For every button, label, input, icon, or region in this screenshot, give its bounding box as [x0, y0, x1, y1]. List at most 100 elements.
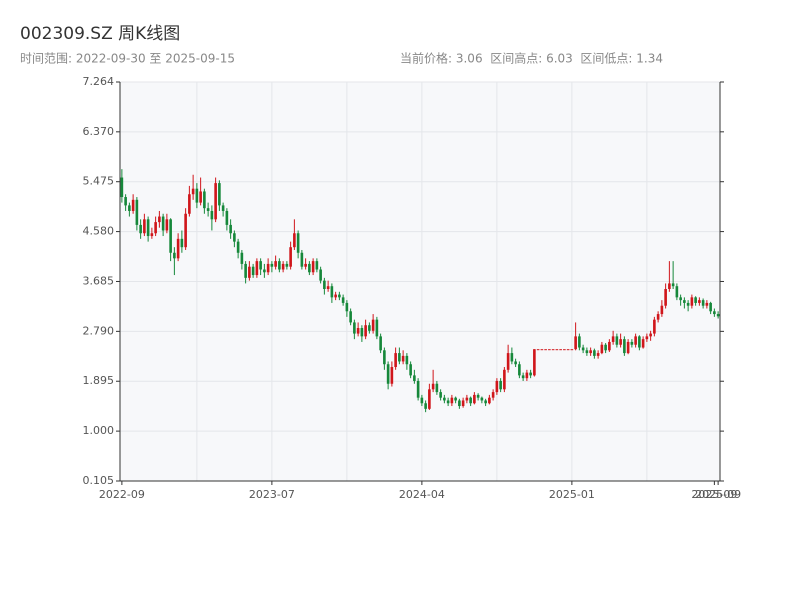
x-tick-label: 2025-01	[549, 488, 595, 501]
candle-body	[428, 389, 431, 409]
candle-body	[394, 353, 397, 368]
candle-body	[701, 300, 705, 306]
candle-body	[574, 336, 577, 350]
candle-body	[169, 219, 172, 253]
candle-body	[626, 341, 630, 354]
candle-body	[379, 336, 382, 351]
x-tick-label: 2025-09	[695, 488, 741, 501]
candle-body	[548, 349, 551, 351]
candle-body	[488, 397, 491, 404]
candle-body	[476, 394, 480, 398]
candle-body	[165, 219, 169, 231]
x-tick-label: 2024-04	[399, 488, 445, 501]
candle-body	[191, 188, 195, 195]
candle-body	[653, 319, 656, 334]
candle-body	[540, 349, 544, 351]
candle-body	[300, 252, 304, 267]
candle-body	[405, 355, 409, 365]
candle-body	[420, 397, 424, 404]
candle-body	[698, 300, 701, 303]
candle-body	[484, 400, 487, 404]
candle-body	[206, 208, 210, 211]
candle-body	[649, 333, 652, 337]
candle-body	[450, 397, 454, 404]
candle-body	[570, 349, 574, 351]
candle-body	[611, 336, 615, 342]
candle-body	[615, 336, 619, 345]
candle-body	[435, 383, 439, 393]
candle-body	[679, 297, 682, 301]
candle-body	[514, 361, 517, 365]
candle-body	[154, 222, 157, 234]
candle-body	[120, 177, 124, 198]
candle-body	[360, 328, 364, 337]
candle-body	[296, 233, 300, 253]
candle-body	[124, 197, 127, 206]
candle-body	[638, 336, 641, 348]
candle-body	[263, 269, 266, 273]
candle-body	[563, 349, 566, 351]
candle-body	[375, 319, 379, 337]
candle-body	[675, 286, 679, 298]
candle-body	[544, 349, 547, 351]
candle-body	[233, 233, 236, 242]
candle-body	[255, 261, 259, 276]
x-tick-label: 2023-07	[249, 488, 295, 501]
candle-body	[334, 294, 337, 298]
candle-body	[244, 263, 247, 278]
candle-body	[454, 397, 457, 401]
candle-body	[229, 224, 232, 234]
y-tick-label: 7.264	[83, 75, 115, 88]
candle-body	[458, 400, 461, 407]
candle-body	[536, 349, 540, 351]
candle-body	[266, 263, 270, 273]
candle-body	[330, 286, 334, 298]
candle-body	[495, 380, 499, 393]
candle-body	[619, 339, 622, 345]
candle-body	[251, 266, 255, 276]
candle-body	[413, 375, 416, 381]
candle-body	[521, 375, 525, 379]
candle-body	[364, 325, 367, 337]
candle-body	[323, 280, 326, 289]
candle-body	[285, 263, 289, 267]
candle-body	[203, 191, 206, 209]
candle-body	[214, 183, 217, 220]
candle-body	[424, 403, 427, 409]
candle-body	[338, 294, 341, 298]
candle-body	[469, 397, 472, 404]
candle-body	[210, 210, 214, 220]
candle-body	[293, 233, 296, 248]
candle-body	[319, 269, 322, 281]
candle-body	[390, 367, 394, 384]
candle-body	[671, 283, 675, 287]
candle-body	[683, 300, 686, 303]
candle-body	[623, 339, 626, 354]
candle-body	[608, 341, 611, 351]
candle-body	[585, 350, 589, 354]
candle-body	[416, 380, 420, 398]
candle-body	[600, 344, 604, 354]
candle-body	[248, 266, 251, 278]
candle-body	[491, 392, 495, 398]
candle-body	[146, 219, 150, 237]
candle-body	[461, 400, 465, 407]
candle-body	[645, 336, 649, 340]
candle-body	[240, 252, 244, 264]
candle-body	[439, 392, 442, 398]
candle-body	[694, 297, 697, 303]
candle-body	[173, 252, 176, 259]
candle-body	[686, 302, 690, 306]
candle-body	[368, 325, 371, 331]
candle-body	[465, 397, 469, 401]
candle-body	[135, 199, 139, 225]
y-tick-label: 6.370	[83, 125, 115, 138]
candle-body	[499, 380, 502, 390]
candle-body	[371, 319, 375, 331]
candle-body	[709, 302, 712, 312]
candle-body	[184, 213, 187, 248]
y-tick-label: 2.790	[83, 324, 115, 337]
candle-body	[281, 263, 285, 270]
candle-body	[446, 400, 450, 404]
